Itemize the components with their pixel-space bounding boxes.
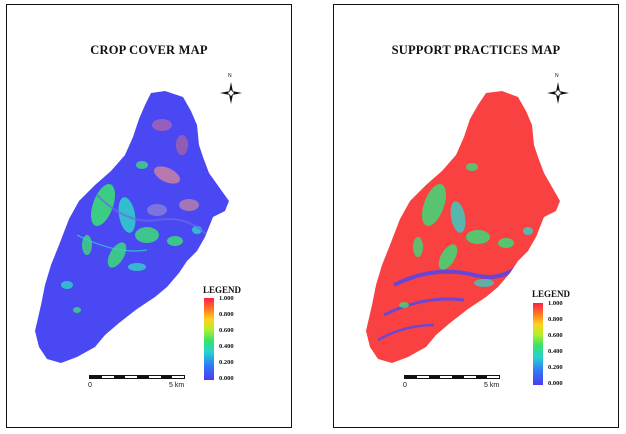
legend-tick-2: 0.800: [548, 316, 563, 323]
map-title: CROP COVER MAP: [90, 43, 208, 57]
scale-end-label: 5 km: [169, 382, 185, 389]
legend-title: LEGEND: [203, 285, 242, 295]
crop-cover-map-panel: CROP COVER MAP: [6, 4, 292, 428]
north-label: N: [228, 73, 232, 79]
legend-tick-6: 0.000: [219, 375, 234, 382]
legend-tick-2: 0.800: [219, 311, 234, 318]
legend-tick-6: 0.000: [548, 380, 563, 387]
north-arrow-icon: [547, 82, 569, 104]
scale-start-label: 0: [88, 382, 92, 389]
support-practices-map-image: [366, 91, 560, 363]
legend-tick-5: 0.200: [219, 359, 234, 366]
legend-tick-1: 1.000: [548, 300, 563, 307]
legend-tick-4: 0.400: [219, 343, 234, 350]
legend-tick-3: 0.600: [548, 332, 563, 339]
crop-cover-map-image: [35, 91, 229, 363]
legend-tick-4: 0.400: [548, 348, 563, 355]
scale-end-label: 5 km: [484, 382, 500, 389]
map-title: SUPPORT PRACTICES MAP: [391, 43, 561, 57]
legend-tick-1: 1.000: [219, 295, 234, 302]
legend-tick-5: 0.200: [548, 364, 563, 371]
legend-color-bar: [533, 303, 543, 385]
legend-tick-3: 0.600: [219, 327, 234, 334]
scale-bar: [404, 375, 500, 379]
north-arrow-icon: [220, 82, 242, 104]
scale-bar: [89, 375, 185, 379]
practice-patches: [377, 163, 536, 342]
legend-title: LEGEND: [532, 289, 571, 299]
north-label: N: [555, 73, 559, 79]
landcover-patches: [61, 119, 208, 313]
support-practices-map-panel: SUPPORT PRACTICES MAP N: [333, 4, 619, 428]
scale-start-label: 0: [403, 382, 407, 389]
legend-color-bar: [204, 298, 214, 380]
